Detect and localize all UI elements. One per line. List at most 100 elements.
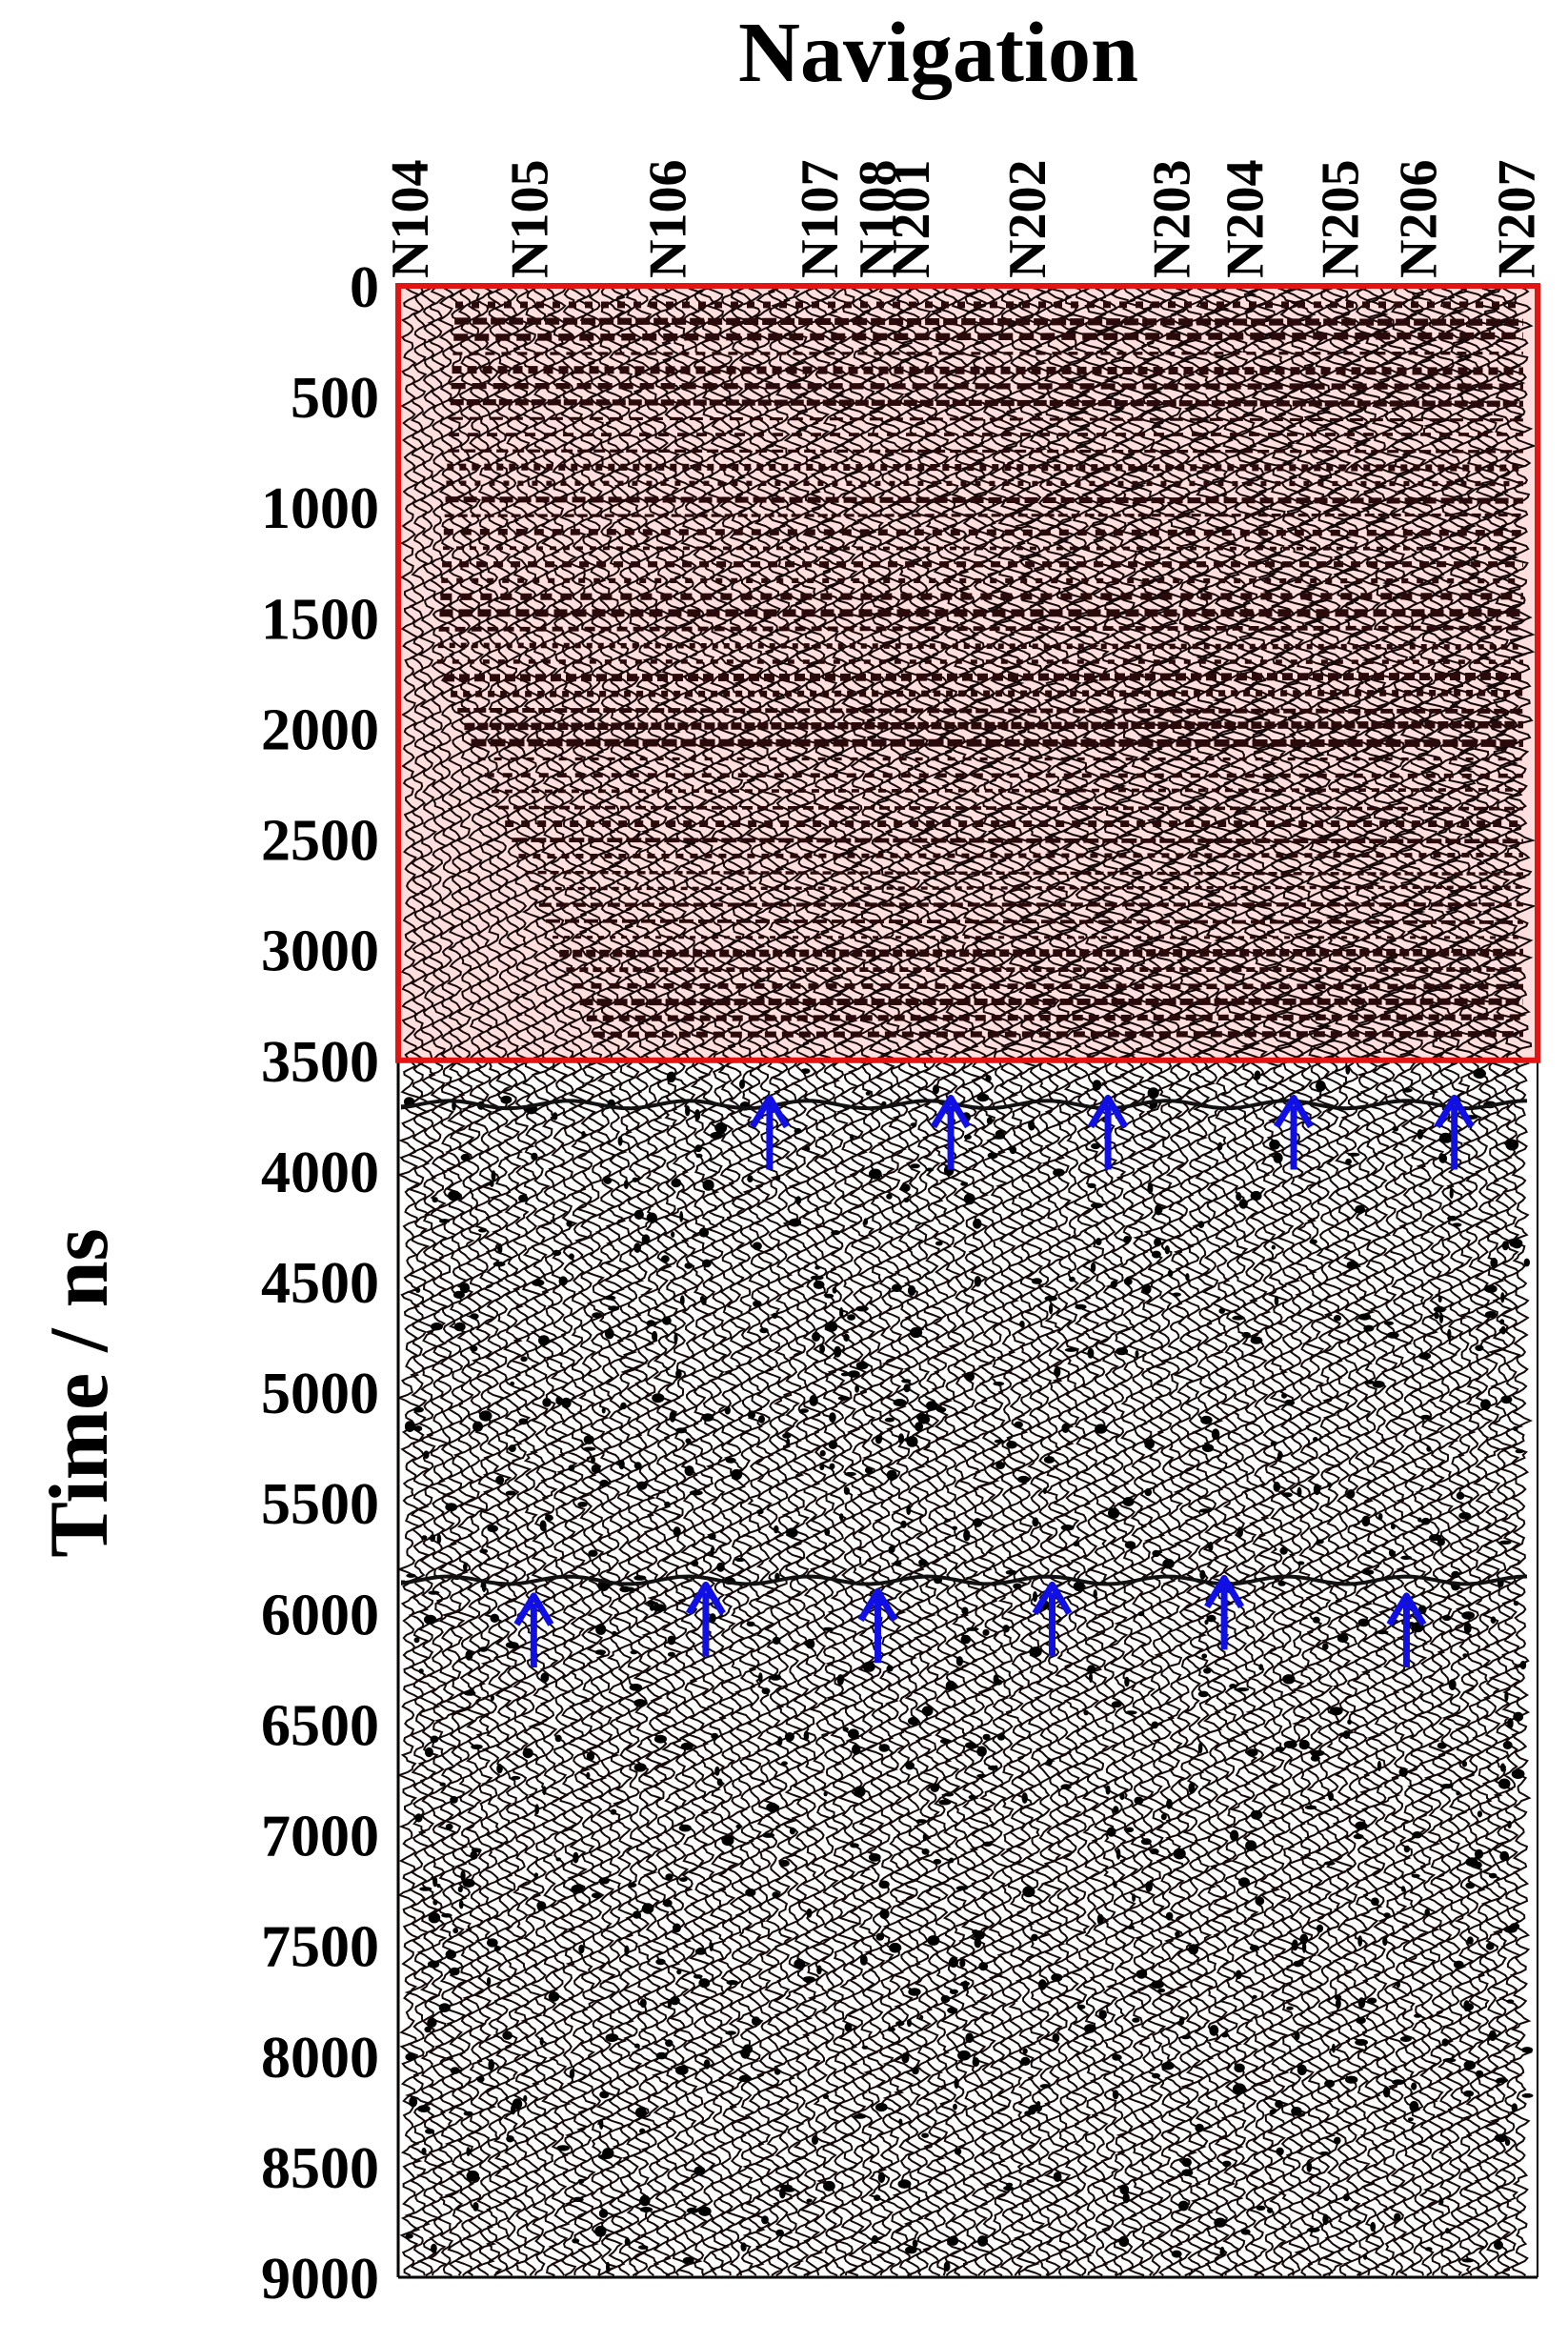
noise-speckle [1442,2058,1457,2063]
noise-speckle [938,1799,952,1806]
noise-speckle [1061,1423,1070,1433]
trace-label: N108 [849,160,908,278]
noise-speckle [508,1444,516,1453]
noise-speckle [1424,1909,1430,1917]
wiggle-trace [1401,286,1437,2276]
noise-speckle [592,1312,603,1319]
wiggle-traces [398,286,1538,2276]
noise-speckle [568,1253,574,1260]
noise-speckle [1346,1489,1356,1499]
noise-speckle [1310,1755,1320,1762]
noise-speckle [1284,1399,1296,1406]
y-tick-label: 0 [350,255,379,320]
noise-speckle [1245,1840,1257,1851]
noise-speckle [1214,2217,1227,2228]
noise-speckle [445,1949,456,1960]
reflection-band [518,852,1524,859]
noise-speckle [646,1320,656,1327]
noise-speckle [425,2128,435,2134]
noise-speckle [639,2128,646,2134]
noise-speckle [458,1900,464,1909]
noise-speckle [1513,1425,1518,1432]
reflection-band [579,998,1524,1006]
noise-speckle [1255,1896,1265,1906]
noise-speckle [1337,1633,1349,1644]
noise-speckle [450,2067,460,2074]
noise-speckle [448,1190,461,1202]
noise-speckle [826,1321,838,1332]
noise-speckle [725,2030,736,2035]
noise-speckle [976,1093,990,1102]
noise-speckle [1361,1515,1371,1527]
noise-speckle [665,2039,673,2048]
noise-speckle [1451,1570,1460,1579]
noise-speckle [450,1796,458,1804]
noise-speckle [848,1728,859,1739]
noise-speckle [894,1560,902,1566]
noise-speckle [1502,1741,1513,1749]
noise-speckle [552,1249,562,1257]
noise-speckle [1147,1182,1154,1195]
noise-speckle [1411,1873,1420,1878]
noise-speckle [823,2180,835,2192]
noise-speckle [1060,1784,1072,1790]
noise-speckle [1357,1997,1366,2009]
noise-speckle [993,1382,1005,1386]
y-tick-label: 4000 [261,1141,379,1205]
noise-speckle [822,1626,834,1631]
noise-speckle [465,1649,473,1661]
noise-speckle [671,1178,682,1188]
noise-speckle [854,2113,867,2119]
noise-speckle [1122,2192,1130,2204]
noise-speckle [653,1734,668,1744]
noise-speckle [982,1733,991,1741]
noise-speckle [871,2234,879,2245]
noise-speckle [879,1909,890,1920]
noise-speckle [424,1747,433,1758]
noise-speckle [988,1765,998,1770]
noise-speckle [506,2135,514,2143]
noise-speckle [1167,1269,1174,1278]
noise-speckle [1029,1646,1042,1658]
noise-speckle [824,1527,831,1536]
noise-speckle [1449,1187,1454,1200]
noise-speckle [1073,1581,1085,1592]
noise-speckle [673,1923,681,1933]
noise-speckle [679,1211,684,1222]
noise-speckle [1020,2056,1031,2066]
noise-speckle [1507,1718,1514,1729]
noise-speckle [542,1398,552,1407]
noise-speckle [1453,1960,1464,1969]
reflection-band [498,805,1524,811]
noise-speckle [488,2059,494,2070]
trace-label: N106 [639,160,698,278]
noise-speckle [1355,1821,1367,1830]
noise-speckle [532,1279,545,1286]
noise-speckle [1222,2160,1232,2168]
wiggle-trace [1195,286,1230,2276]
noise-speckle [1087,1182,1096,1188]
noise-speckle [775,2229,784,2237]
noise-speckle [1053,1168,1065,1177]
noise-speckle [472,2202,479,2212]
highlight-region-box [395,283,1540,1063]
noise-speckle [1429,1534,1442,1542]
noise-speckle [1021,1792,1028,1804]
noise-speckle [1096,1913,1104,1926]
noise-speckle [1233,2083,1246,2095]
noise-speckle [918,1559,928,1566]
trace-label: N105 [500,160,559,278]
noise-speckle [1073,1541,1080,1547]
noise-speckle [1211,1428,1220,1441]
noise-speckle [1519,1660,1527,1670]
noise-speckle [1371,1897,1379,1906]
noise-speckle [948,2235,959,2246]
noise-speckle [779,1859,790,1868]
y-tick-label: 8000 [261,2026,379,2091]
noise-speckle [511,2104,516,2115]
noise-speckle [511,1775,521,1780]
noise-speckle [1208,1541,1214,1552]
noise-speckle [691,1560,699,1567]
noise-speckle [1098,2010,1107,2020]
noise-speckle [1438,1312,1444,1323]
